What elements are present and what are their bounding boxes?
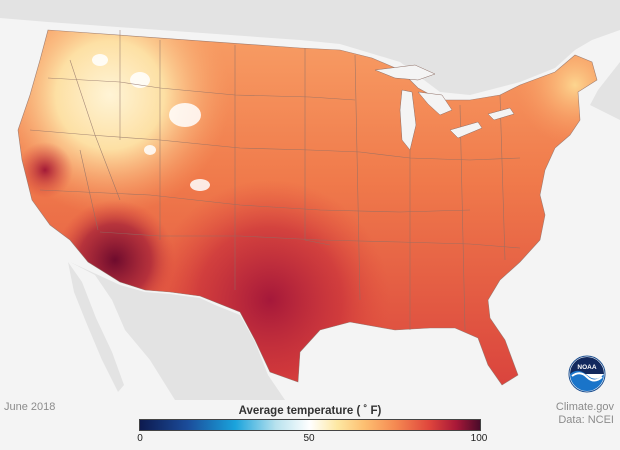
color-legend: Average temperature ( ˚ F) 0 50 100 bbox=[137, 404, 487, 445]
legend-title: Average temperature ( ˚ F) bbox=[238, 405, 382, 417]
noaa-logo-text: NOAA bbox=[577, 364, 596, 371]
credits: Climate.gov Data: NCEI bbox=[556, 401, 614, 427]
mountain-snow bbox=[92, 54, 210, 191]
legend-ticks: 0 50 100 bbox=[137, 431, 487, 445]
legend-tick-max: 100 bbox=[470, 433, 488, 444]
surrounding-land bbox=[0, 0, 620, 400]
credit-site: Climate.gov bbox=[555, 401, 614, 413]
date-label: June 2018 bbox=[4, 401, 56, 413]
legend-color-bar bbox=[139, 419, 481, 431]
temperature-map bbox=[0, 0, 620, 400]
credit-source: Data: NCEI bbox=[558, 414, 614, 426]
legend-tick-mid: 50 bbox=[303, 433, 315, 444]
state-borders bbox=[17, 29, 598, 386]
noaa-logo-icon: NOAA bbox=[568, 355, 606, 393]
legend-tick-min: 0 bbox=[137, 433, 143, 444]
great-lakes bbox=[374, 64, 515, 151]
